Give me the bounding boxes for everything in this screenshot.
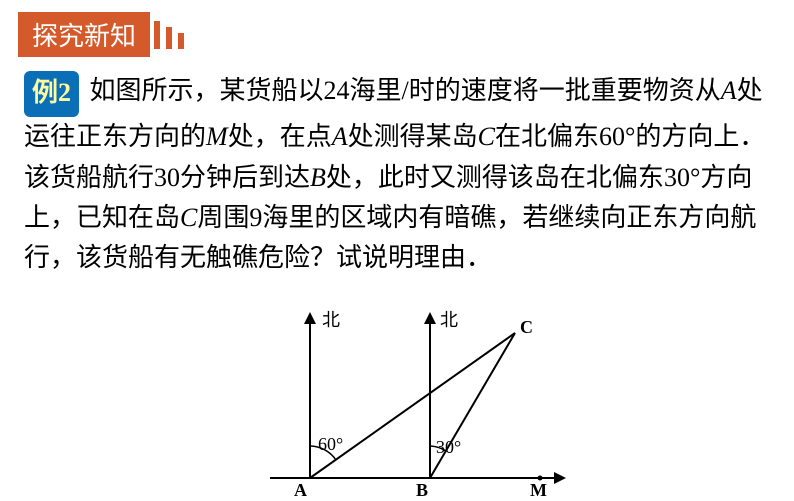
label-angle-60: 60° — [318, 434, 343, 454]
text-fragment: 在北偏东 — [495, 122, 599, 151]
text-fragment: 如图所示，某货船以 — [90, 76, 324, 105]
text-fragment: 处测得某岛 — [348, 122, 478, 151]
north-label-2: 北 — [440, 310, 458, 330]
point-A2: A — [332, 122, 348, 151]
point-C: C — [478, 122, 495, 151]
angle: 60° — [599, 122, 635, 151]
north-label-1: 北 — [322, 310, 340, 330]
header-accent-bars — [154, 21, 186, 49]
line-AC — [310, 333, 515, 478]
label-C: C — [520, 317, 533, 337]
example-badge: 例2 — [24, 71, 79, 117]
section-header: 探究新知 — [18, 12, 150, 57]
angle: 30° — [664, 163, 700, 192]
label-A: A — [294, 480, 307, 500]
number: 24 — [324, 76, 350, 105]
label-M: M — [530, 480, 547, 500]
problem-text: 例2 如图所示，某货船以24海里/时的速度将一批重要物资从A处运往正东方向的M处… — [24, 71, 770, 278]
point-M: M — [206, 122, 228, 151]
number: 9 — [249, 203, 262, 232]
text-fragment: 处，此时又测得该岛在北偏东 — [326, 163, 664, 192]
text-fragment: 处，在点 — [228, 122, 332, 151]
point-B: B — [310, 163, 326, 192]
text-fragment: 分钟后到达 — [180, 163, 310, 192]
number: 30 — [154, 163, 180, 192]
text-fragment: 海里/时的速度将一批重要物资从 — [350, 76, 721, 105]
geometry-diagram: 北 北 C A B M 60° 30° — [240, 298, 580, 501]
point-A: A — [721, 76, 737, 105]
label-B: B — [416, 480, 428, 500]
text-fragment: 周围 — [197, 203, 249, 232]
label-angle-30: 30° — [436, 437, 461, 457]
point-C2: C — [180, 203, 197, 232]
